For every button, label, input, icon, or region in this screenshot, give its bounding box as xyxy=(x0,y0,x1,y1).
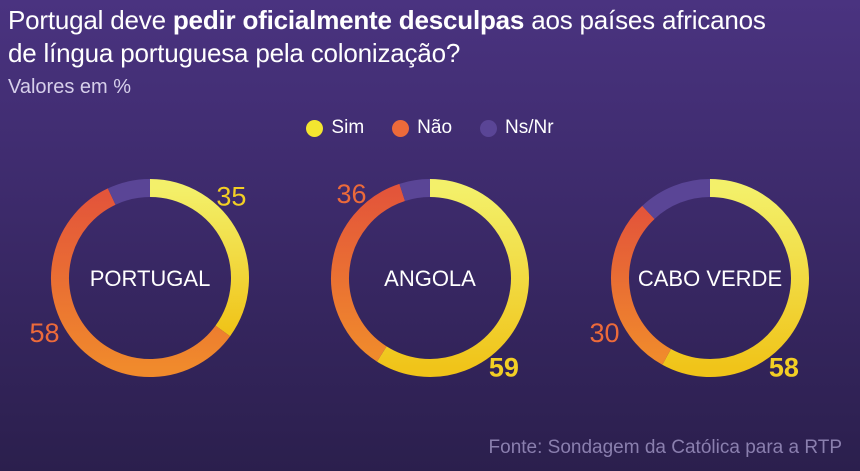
legend-label-nao: Não xyxy=(417,117,453,138)
donut-slice-sim xyxy=(376,179,529,377)
data-label-nao: 58 xyxy=(29,318,59,348)
donut-portugal: 35 58 PORTUGAL xyxy=(29,179,249,377)
title-text-end: aos países africanos xyxy=(524,5,766,35)
legend-item-nao: Não xyxy=(392,117,452,139)
chart-title: Portugal deve pedir oficialmente desculp… xyxy=(8,4,848,70)
donut-slice-nsnr xyxy=(642,179,711,220)
donut-slice-sim xyxy=(149,179,249,337)
legend-swatch-nsnr xyxy=(480,119,498,137)
legend-label-nsnr: Ns/Nr xyxy=(505,117,554,138)
donut-center-label: ANGOLA xyxy=(384,266,476,291)
donut-slice-nao xyxy=(50,188,231,377)
title-text-line2: de língua portuguesa pela colonização? xyxy=(8,38,461,68)
legend: Sim Não Ns/Nr xyxy=(0,117,860,139)
donut-cabo-verde: 58 30 CABO VERDE xyxy=(589,179,809,383)
title-text-bold: pedir oficialmente desculpas xyxy=(172,5,525,35)
legend-item-nsnr: Ns/Nr xyxy=(480,117,554,139)
legend-swatch-sim xyxy=(306,119,324,137)
donut-slice-nsnr xyxy=(399,179,431,202)
donut-angola: 59 36 ANGOLA xyxy=(331,179,529,383)
data-label-nao: 30 xyxy=(589,318,619,348)
donut-center-label: PORTUGAL xyxy=(90,266,211,291)
legend-label-sim: Sim xyxy=(331,117,365,138)
title-text-start: Portugal deve xyxy=(8,5,173,35)
source-note: Fonte: Sondagem da Católica para a RTP xyxy=(488,437,842,458)
data-label-nao: 36 xyxy=(336,179,366,209)
legend-swatch-nao xyxy=(392,119,410,137)
donut-center-label: CABO VERDE xyxy=(638,266,782,291)
donut-slice-sim xyxy=(662,179,809,377)
legend-item-sim: Sim xyxy=(306,117,364,139)
data-label-sim: 59 xyxy=(489,353,519,383)
donut-slice-nao xyxy=(611,205,672,365)
donut-slice-nao xyxy=(331,183,406,362)
data-label-sim: 58 xyxy=(769,353,799,383)
chart-subtitle: Valores em % xyxy=(8,76,132,98)
donut-slice-nsnr xyxy=(107,179,151,205)
data-label-sim: 35 xyxy=(216,181,246,211)
